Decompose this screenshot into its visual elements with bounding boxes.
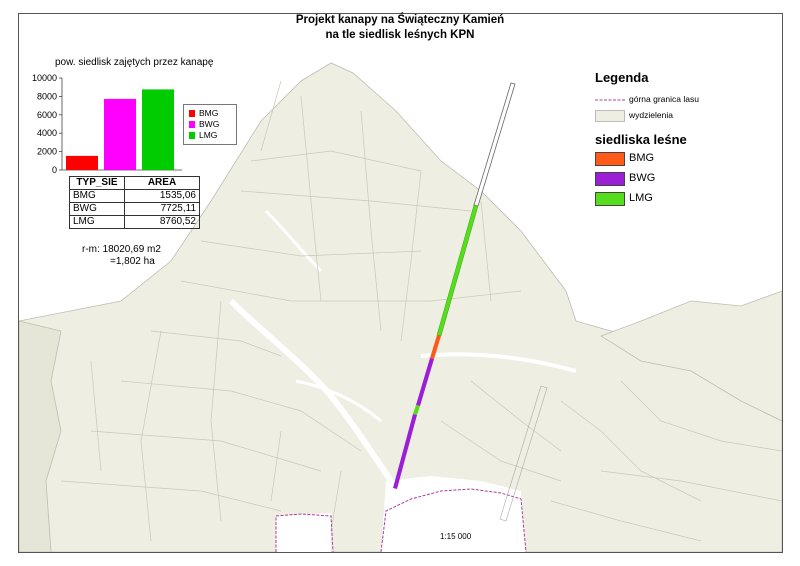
- subdivision-lines: [60, 80, 782, 542]
- glade: [276, 513, 331, 552]
- legend-label-bwg: BWG: [629, 172, 656, 184]
- y-tick-label: 8000: [37, 91, 57, 101]
- chart-legend-label: BMG: [199, 108, 219, 118]
- corridor-lmg-2: [413, 405, 420, 415]
- map-frame: [18, 13, 783, 553]
- lake: [381, 476, 526, 552]
- chart-legend-label: BWG: [199, 119, 220, 129]
- map-title: Projekt kanapy na Świąteczny Kamień: [295, 14, 505, 26]
- corridor-bmg: [430, 335, 441, 359]
- forest-map[interactable]: [19, 14, 782, 552]
- corridor-bwg-2: [393, 414, 417, 489]
- table-row: LMG 8760,52: [69, 215, 200, 229]
- legend-subdivisions: wydzielenia: [629, 110, 673, 120]
- legend-title: Legenda: [595, 70, 649, 85]
- table-cell-area: 8760,52: [124, 215, 200, 229]
- subdivision-swatch-icon: [595, 110, 625, 122]
- bar-bmg: [66, 155, 98, 170]
- y-tick-label: 2000: [37, 147, 57, 157]
- valley-3: [295, 379, 382, 423]
- y-tick-label: 4000: [37, 128, 57, 138]
- area-table: TYP_SIE AREA BMG 1535,06 BWG 7725,11 LMG…: [69, 176, 200, 229]
- chart-title: pow. siedlisk zajętych przez kanapę: [55, 57, 214, 68]
- forest-boundary: [275, 488, 527, 552]
- summary-total-m2: r-m: 18020,69 m2: [82, 244, 161, 255]
- legend-forest-boundary: górna granica lasu: [629, 94, 699, 104]
- land-right: [600, 290, 782, 422]
- table-row: BMG 1535,06: [69, 189, 200, 203]
- table-header-typ: TYP_SIE: [69, 176, 125, 190]
- land-left-coast: [19, 320, 62, 552]
- legend-swatch-icon: [189, 121, 195, 128]
- chart-legend: BMG BWG LMG: [183, 104, 237, 145]
- legend-swatch-lmg: [595, 192, 625, 206]
- valley-4: [264, 209, 323, 273]
- legend-habitats-title: siedliska leśne: [595, 132, 687, 147]
- valley-2: [420, 352, 577, 373]
- map-subtitle: na tle siedlisk leśnych KPN: [325, 29, 475, 41]
- legend-label-bmg: BMG: [629, 152, 655, 164]
- bar-chart: 0 2000 4000 6000 8000 10000: [32, 73, 182, 175]
- legend-swatch-icon: [189, 110, 195, 117]
- table-cell-type: BWG: [69, 202, 125, 216]
- y-tick-label: 6000: [37, 110, 57, 120]
- table-header-area: AREA: [124, 176, 200, 190]
- table-cell-area: 7725,11: [124, 202, 200, 216]
- y-tick-label: 0: [52, 165, 57, 175]
- legend-swatch-bwg: [595, 172, 625, 186]
- table-cell-type: BMG: [69, 189, 125, 203]
- table-cell-area: 1535,06: [124, 189, 200, 203]
- table-cell-type: LMG: [69, 215, 125, 229]
- map-legend: Legenda górna granica lasu wydzielenia s…: [585, 66, 765, 216]
- map-scale: 1:15 000: [440, 532, 472, 541]
- bar-bwg: [104, 98, 136, 170]
- forest-boundary-icon: [595, 99, 625, 101]
- corridor-bwg-1: [416, 358, 434, 406]
- chart-legend-label: LMG: [199, 130, 218, 140]
- legend-swatch-bmg: [595, 152, 625, 166]
- corridor-lower: [499, 385, 548, 522]
- bar-lmg: [142, 89, 174, 170]
- summary-total-ha: =1,802 ha: [110, 256, 155, 267]
- legend-swatch-icon: [189, 132, 195, 139]
- legend-label-lmg: LMG: [629, 192, 653, 204]
- table-row: BWG 7725,11: [69, 202, 200, 216]
- valley: [228, 298, 394, 483]
- y-tick-label: 10000: [32, 73, 57, 83]
- corridor-outline: [473, 82, 516, 207]
